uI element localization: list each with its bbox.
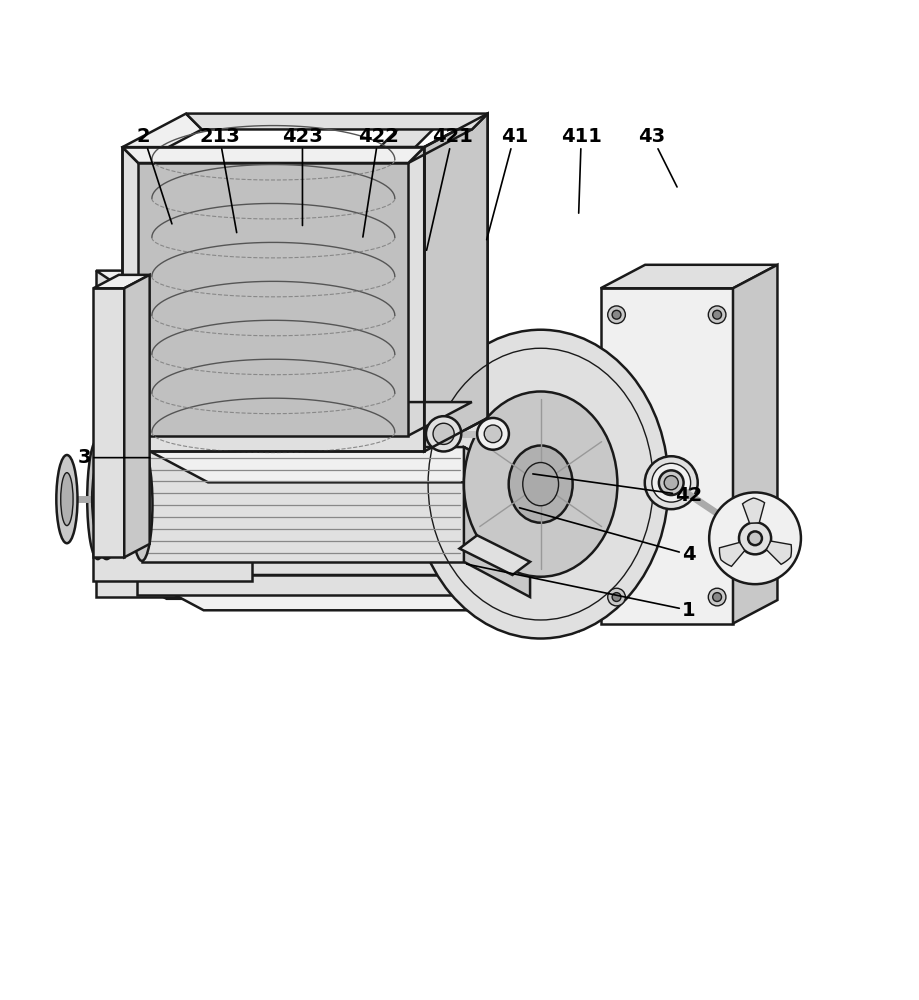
Polygon shape xyxy=(94,546,252,581)
Ellipse shape xyxy=(709,492,801,584)
Polygon shape xyxy=(122,114,202,163)
Ellipse shape xyxy=(433,423,454,444)
Polygon shape xyxy=(766,541,791,564)
Ellipse shape xyxy=(92,464,104,534)
Polygon shape xyxy=(139,402,471,436)
Ellipse shape xyxy=(56,455,77,543)
Ellipse shape xyxy=(607,306,625,324)
Ellipse shape xyxy=(709,588,726,606)
Text: 213: 213 xyxy=(199,127,240,233)
Polygon shape xyxy=(513,575,579,631)
Ellipse shape xyxy=(103,489,110,520)
Ellipse shape xyxy=(664,476,678,490)
Polygon shape xyxy=(122,147,425,163)
Polygon shape xyxy=(96,271,133,562)
Polygon shape xyxy=(494,560,565,634)
Polygon shape xyxy=(94,534,275,546)
Polygon shape xyxy=(450,438,516,595)
Text: 411: 411 xyxy=(561,127,602,213)
Polygon shape xyxy=(96,560,494,597)
Polygon shape xyxy=(138,575,579,610)
Ellipse shape xyxy=(659,470,684,495)
Polygon shape xyxy=(408,114,488,163)
Polygon shape xyxy=(601,265,777,288)
Text: 4: 4 xyxy=(519,508,696,564)
Polygon shape xyxy=(122,147,425,163)
Ellipse shape xyxy=(607,588,625,606)
Polygon shape xyxy=(97,438,516,474)
Polygon shape xyxy=(142,447,464,562)
Polygon shape xyxy=(114,121,442,412)
Text: 43: 43 xyxy=(639,127,677,187)
Ellipse shape xyxy=(713,593,721,601)
Polygon shape xyxy=(720,542,744,566)
Polygon shape xyxy=(743,498,765,523)
Polygon shape xyxy=(460,535,530,575)
Polygon shape xyxy=(122,147,425,451)
Ellipse shape xyxy=(748,531,762,545)
Ellipse shape xyxy=(713,310,721,319)
Polygon shape xyxy=(96,540,195,562)
Text: 421: 421 xyxy=(426,127,473,250)
Polygon shape xyxy=(733,265,777,624)
Polygon shape xyxy=(601,288,733,624)
Text: 1: 1 xyxy=(467,564,696,620)
Ellipse shape xyxy=(739,522,771,554)
Polygon shape xyxy=(94,288,124,557)
Text: 2: 2 xyxy=(137,127,172,224)
Ellipse shape xyxy=(523,463,559,506)
Ellipse shape xyxy=(87,439,108,559)
Polygon shape xyxy=(186,114,488,129)
Ellipse shape xyxy=(136,471,148,538)
Polygon shape xyxy=(96,560,565,599)
Text: 423: 423 xyxy=(282,127,323,225)
Polygon shape xyxy=(139,163,408,436)
Polygon shape xyxy=(425,114,488,451)
Ellipse shape xyxy=(612,593,621,601)
Polygon shape xyxy=(96,271,149,281)
Ellipse shape xyxy=(413,330,669,639)
Ellipse shape xyxy=(98,471,115,538)
Ellipse shape xyxy=(131,448,153,561)
Ellipse shape xyxy=(484,425,502,443)
Ellipse shape xyxy=(509,446,573,523)
Ellipse shape xyxy=(61,473,74,526)
Polygon shape xyxy=(94,275,150,288)
Polygon shape xyxy=(97,438,450,560)
Ellipse shape xyxy=(477,418,509,450)
Text: 41: 41 xyxy=(487,127,528,240)
Text: 422: 422 xyxy=(357,127,399,237)
Ellipse shape xyxy=(652,463,691,502)
Text: 3: 3 xyxy=(78,448,150,467)
Ellipse shape xyxy=(464,391,618,577)
Ellipse shape xyxy=(94,450,119,559)
Ellipse shape xyxy=(612,310,621,319)
Polygon shape xyxy=(464,447,530,597)
Polygon shape xyxy=(138,575,513,595)
Text: 42: 42 xyxy=(533,474,702,505)
Polygon shape xyxy=(142,447,530,482)
Polygon shape xyxy=(124,275,150,557)
Ellipse shape xyxy=(645,456,698,509)
Ellipse shape xyxy=(709,306,726,324)
Ellipse shape xyxy=(426,416,461,451)
